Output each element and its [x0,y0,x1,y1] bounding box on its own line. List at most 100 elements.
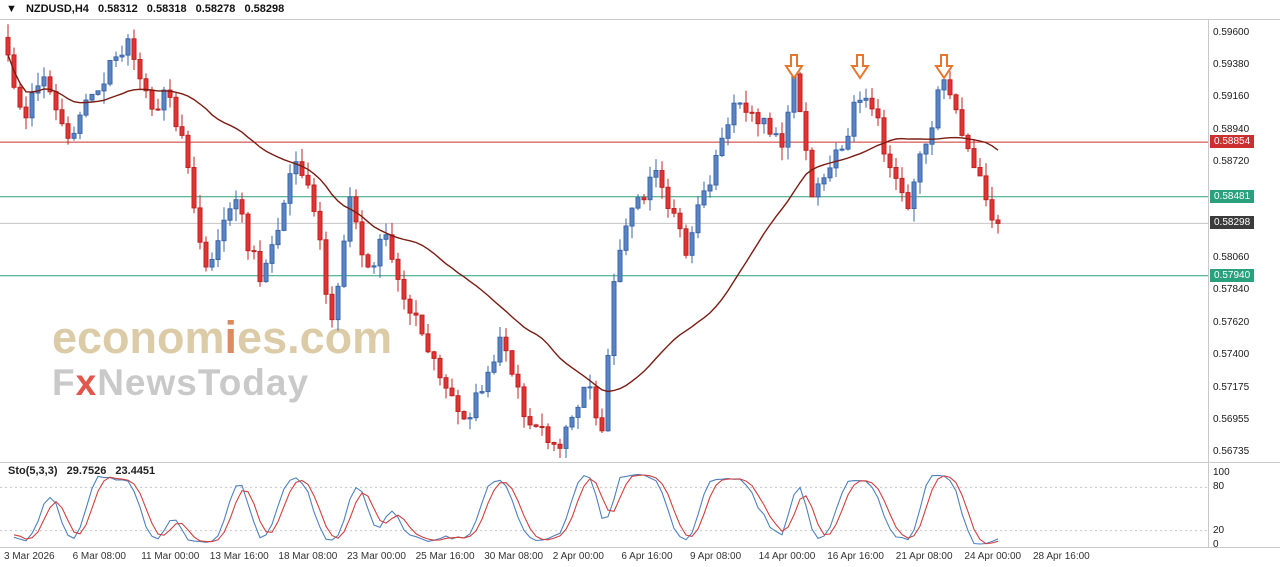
candle [869,97,875,110]
candle [623,225,629,251]
candle [599,417,605,432]
candle [875,108,881,119]
candle [797,73,803,113]
candle [41,76,47,87]
candle [965,134,971,150]
candle [5,36,11,56]
watermark-subbrand: FxNewsToday [52,361,392,403]
candle [461,411,467,420]
candle [941,79,947,91]
quote-open: 0.58312 [97,3,138,15]
candle [341,240,347,287]
candle [167,89,173,98]
candle [587,386,593,389]
candle [485,371,491,393]
candle [413,312,419,316]
stoch-d-line [13,474,999,545]
candle [977,167,983,177]
candle [749,111,755,114]
candle [77,114,83,134]
candle [305,174,311,186]
candle [257,251,263,283]
candle [989,199,995,221]
candle [893,167,899,179]
candle [323,239,329,295]
candle [683,228,689,256]
candle [563,426,569,449]
candle [533,424,539,427]
candle [899,177,905,194]
candle [95,90,101,95]
candle [389,234,395,260]
candle [347,196,353,242]
candle [785,111,791,148]
candle [827,167,833,179]
symbol-timeframe: NZDUSD,H4 [25,3,89,15]
candle [383,234,389,240]
candle [635,197,641,209]
candle [173,96,179,128]
candle [641,197,647,201]
candle [923,143,929,155]
candle [287,173,293,204]
candle [659,170,665,188]
candle [983,175,989,201]
candle [437,357,443,379]
candle [863,97,869,101]
candle [311,184,317,212]
candle [887,153,893,169]
candle [815,183,821,198]
candle [203,241,209,268]
symbol-dropdown-icon[interactable]: ▼ [6,3,17,15]
candle [917,153,923,183]
candle [119,54,125,58]
candle [569,416,575,428]
candle [689,232,695,256]
candle [143,78,149,92]
candle [83,99,89,116]
candle [719,137,725,157]
candle [695,204,701,234]
candle [971,148,977,169]
horizontal-lines [0,141,1208,277]
candle [71,132,77,139]
candle [191,167,197,209]
sell-arrow[interactable] [934,54,954,80]
candle [407,298,413,314]
candle [245,213,251,252]
candle [575,406,581,418]
candle [449,387,455,397]
candle [275,229,281,246]
candle [953,94,959,111]
candle [215,240,221,260]
candle [35,85,41,94]
watermark-sub-suffix: NewsToday [97,361,310,403]
candle [707,184,713,192]
candle [161,89,167,111]
candle [773,133,779,136]
candle [107,60,113,85]
candle [221,219,227,242]
candle [47,76,53,93]
candle [329,293,335,321]
candle [653,170,659,178]
candle [833,149,839,169]
candle [131,38,137,60]
candle [851,101,857,137]
candle [503,336,509,352]
candle [509,350,515,375]
candle [317,210,323,241]
sell-arrow[interactable] [850,54,870,80]
candle [803,111,809,151]
candle [605,355,611,432]
candle [677,212,683,230]
candle [89,93,95,101]
sell-arrow[interactable] [784,54,804,80]
quote-close: 0.58298 [244,3,285,15]
candle [455,395,461,413]
candle [539,426,545,428]
candle [371,265,377,268]
watermark-brand-suffix: es.com [237,312,393,363]
